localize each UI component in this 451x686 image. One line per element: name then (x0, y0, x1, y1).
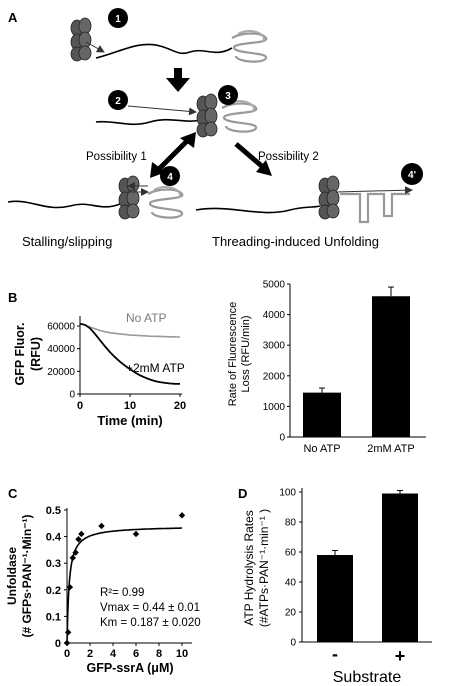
c-ylabel-1: Unfoldase (5, 547, 19, 605)
c-data-point (75, 536, 82, 543)
panel-b-label: B (8, 290, 17, 305)
d-ylabel-2: (#ATPs·PAN⁻¹·min⁻¹ ) (257, 509, 271, 627)
d-bar (317, 555, 353, 642)
b-right-ytick-label: 2000 (263, 371, 286, 382)
c-ytick-label: 0 (55, 638, 61, 650)
b-left-ytick-label: 20000 (47, 367, 75, 378)
panel-c-label: C (8, 486, 18, 501)
possibility1-label: Possibility 1 (86, 151, 147, 163)
step3-number: 3 (225, 91, 231, 102)
step1-number: 1 (115, 14, 121, 25)
outcome2-label: Threading-induced Unfolding (212, 234, 379, 249)
step4-number: 4 (167, 172, 173, 183)
panel-c: C Unfoldase (# GFPs·PAN⁻¹·Min⁻¹) 0.5 0.4 0… (5, 486, 201, 675)
b-series-no-atp-label: No ATP (126, 311, 166, 325)
step4-complex: 4 (7, 166, 184, 220)
d-xlabel: Substrate (333, 669, 402, 686)
d-cat-plus: + (395, 646, 406, 666)
c-xtick-label: 10 (176, 648, 188, 660)
b-left-ytick-label: 0 (69, 390, 75, 401)
c-ylabel-2: (# GFPs·PAN⁻¹·Min⁻¹) (20, 514, 34, 637)
b-right-ytick-label: 4000 (263, 310, 286, 321)
d-ytick-label: 20 (285, 608, 297, 619)
b-right-bar (372, 296, 410, 437)
b-right-ylabel-1: Rate of Fluorescence (227, 302, 239, 407)
c-ytick-label: 0.2 (46, 585, 61, 597)
c-fit-vmax: Vmax = 0.44 ± 0.01 (100, 602, 200, 614)
panel-b-bar-chart: Rate of Fluorescence Loss (RFU/min) 5000… (227, 280, 426, 455)
c-data-point (64, 629, 72, 636)
b-left-xtick-label: 0 (77, 400, 83, 412)
c-data-point (98, 522, 105, 530)
d-bar (382, 493, 418, 642)
c-xtick-label: 2 (87, 648, 93, 660)
c-ytick-label: 0.4 (46, 532, 62, 544)
c-data-point (63, 639, 71, 647)
possibility2-label: Possibility 2 (258, 151, 319, 163)
step4-badge (160, 166, 180, 186)
d-ytick-label: 80 (285, 518, 297, 529)
c-xlabel: GFP-ssrA (μM) (86, 661, 173, 675)
b-right-cat-atp: 2mM ATP (367, 443, 414, 455)
c-data-point (132, 530, 140, 538)
d-ytick-label: 100 (279, 488, 296, 499)
c-ytick-label: 0.3 (46, 558, 61, 570)
b-left-ytick-label: 40000 (47, 344, 75, 355)
step3-badge (218, 85, 238, 105)
step2-badge (108, 90, 128, 110)
panel-d: D ATP Hydrolysis Rates (#ATPs·PAN⁻¹·min⁻… (238, 486, 432, 686)
b-left-xtick-label: 10 (124, 400, 136, 412)
c-xtick-label: 0 (64, 648, 70, 660)
step1-badge (108, 8, 128, 28)
step1-complex: 1 (70, 8, 268, 63)
d-cat-minus: - (332, 644, 338, 664)
c-data-point (66, 583, 74, 591)
b-right-ytick-label: 0 (279, 433, 285, 444)
b-left-xlabel: Time (min) (97, 413, 163, 428)
b-right-ytick-label: 5000 (263, 280, 286, 291)
b-left-ylabel-1: GFP Fluor. (13, 323, 27, 386)
down-arrow-icon (166, 68, 190, 92)
step4prime-number: 4' (408, 170, 416, 181)
b-right-bar (303, 392, 341, 437)
possibility-arrows (150, 132, 272, 178)
c-ytick-label: 0.1 (46, 611, 61, 623)
b-series-no-atp-line (79, 322, 181, 338)
b-left-xtick-label: 20 (174, 400, 186, 412)
d-ytick-label: 60 (285, 548, 297, 559)
c-data-point (72, 549, 79, 556)
outcome1-label: Stalling/slipping (22, 234, 112, 249)
c-xtick-label: 4 (110, 648, 117, 660)
c-xtick-label: 8 (156, 648, 162, 660)
c-data-point (178, 512, 186, 519)
step4prime-complex: 4' (195, 163, 423, 224)
b-left-ytick-label: 60000 (47, 322, 75, 333)
panel-d-label: D (238, 486, 247, 501)
c-data-point (69, 554, 76, 562)
d-ytick-label: 40 (285, 578, 297, 589)
c-fit-curve (66, 527, 182, 644)
c-xtick-label: 6 (133, 648, 139, 660)
b-right-cat-no-atp: No ATP (303, 443, 340, 455)
c-fit-km: Km = 0.187 ± 0.020 (100, 617, 201, 629)
c-fit-r2: R²= 0.99 (100, 587, 144, 599)
step2-3-complex: 2 3 (95, 85, 258, 138)
b-series-atp-label: +2mM ATP (126, 361, 185, 375)
panel-a-label: A (8, 10, 18, 25)
c-ytick-label: 0.5 (46, 505, 61, 517)
b-series-atp-line (79, 322, 181, 385)
b-right-ylabel-2: Loss (RFU/min) (240, 315, 252, 392)
b-right-ytick-label: 3000 (263, 341, 286, 352)
panel-a: A 1 2 3 (7, 8, 423, 249)
step2-number: 2 (115, 96, 121, 107)
step4prime-badge (401, 163, 423, 185)
b-right-ytick-label: 1000 (263, 402, 286, 413)
b-left-ylabel-2: (RFU) (29, 337, 43, 371)
d-ytick-label: 0 (290, 638, 296, 649)
d-ylabel-1: ATP Hydrolysis Rates (242, 510, 256, 626)
c-data-point (78, 530, 85, 538)
